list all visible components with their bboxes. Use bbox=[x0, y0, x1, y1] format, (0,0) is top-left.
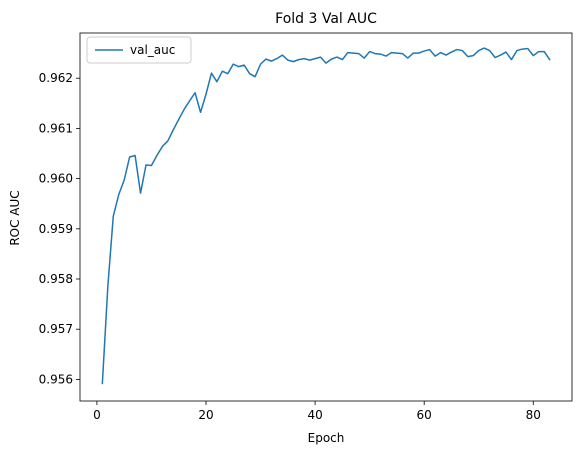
x-axis-label: Epoch bbox=[308, 431, 345, 445]
chart-title: Fold 3 Val AUC bbox=[275, 11, 377, 27]
y-axis-label: ROC AUC bbox=[8, 190, 22, 245]
plot-area: 0 20 40 60 80 0.956 0.957 0.958 0.959 0.960 0.961 0… bbox=[39, 32, 573, 422]
x-tick-label: 0 bbox=[93, 408, 101, 422]
y-tick-label: 0.959 bbox=[39, 222, 73, 236]
y-tick-label: 0.962 bbox=[39, 71, 73, 85]
axes-frame bbox=[79, 32, 573, 402]
x-tick-label: 60 bbox=[417, 408, 432, 422]
x-tick-label: 20 bbox=[198, 408, 213, 422]
legend-box bbox=[86, 36, 192, 64]
legend-label-val-auc: val_auc bbox=[130, 43, 175, 57]
y-tick-label: 0.961 bbox=[39, 121, 73, 135]
y-tick-label: 0.958 bbox=[39, 272, 73, 286]
y-tick-label: 0.957 bbox=[39, 322, 73, 336]
x-tick-label: 40 bbox=[307, 408, 322, 422]
legend: val_auc bbox=[86, 36, 192, 64]
series-line-val-auc bbox=[101, 47, 551, 385]
x-tick-label: 80 bbox=[526, 408, 541, 422]
y-tick-label: 0.956 bbox=[39, 372, 73, 386]
y-tick-label: 0.960 bbox=[39, 172, 73, 186]
